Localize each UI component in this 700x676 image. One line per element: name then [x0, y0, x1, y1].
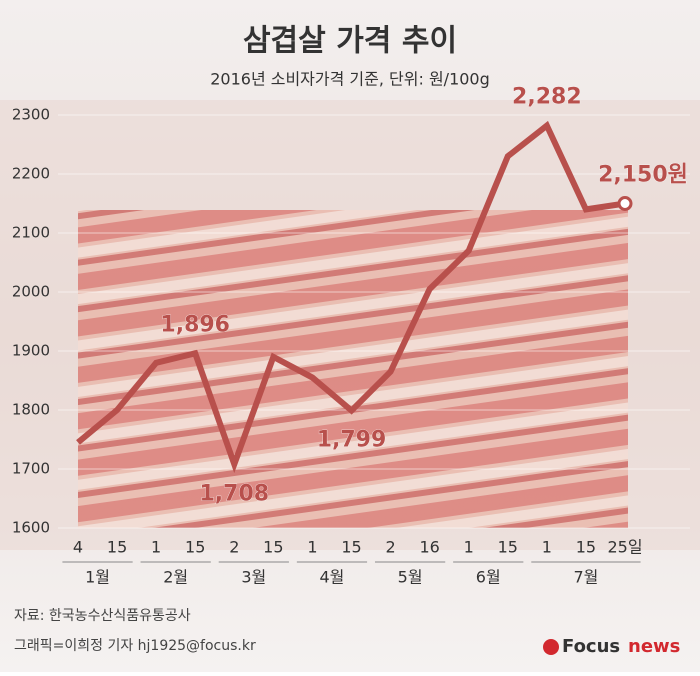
value-label: 2,282 — [512, 85, 582, 110]
month-label: 1월 — [85, 568, 110, 587]
y-tick-label: 2300 — [12, 106, 50, 124]
axis: 1600 1700 1800 1900 2000 2100 2200 2300 4 15 1 15 2 1… — [12, 106, 643, 587]
month-label: 6월 — [476, 568, 501, 587]
x-tick-label: 1 — [307, 538, 317, 557]
end-point — [617, 196, 633, 211]
month-label: 7월 — [573, 568, 598, 587]
plot: 1,896 1,708 1,799 2,282 2,150원 — [76, 84, 688, 507]
month-label: 2월 — [163, 568, 188, 587]
y-tick-label: 1800 — [12, 401, 50, 419]
chart-title: 삼겹살 가격 추이 — [243, 24, 457, 59]
source: 자료: 한국농수산식품유통공사 — [14, 608, 191, 624]
x-tick-label: 25일 — [607, 538, 642, 557]
grid — [58, 114, 690, 529]
x-tick-label: 1 — [542, 538, 552, 557]
value-label: 1,799 — [317, 428, 387, 453]
value-label: 1,896 — [160, 312, 230, 337]
series-line — [76, 120, 626, 474]
x-tick-label: 15 — [576, 538, 596, 557]
x-tick-label: 1 — [151, 538, 161, 557]
value-label: 1,708 — [199, 481, 269, 506]
logo-brand: Focus — [562, 636, 620, 657]
logo-icon — [543, 639, 559, 655]
month-label: 5월 — [398, 568, 423, 587]
y-tick-label: 2200 — [12, 165, 50, 183]
x-tick-label: 15 — [107, 538, 127, 557]
x-tick-label: 15 — [185, 538, 205, 557]
credit: 그래픽=이희정 기자 hj1925@focus.kr — [14, 638, 256, 654]
photo-meat — [78, 210, 628, 528]
x-tick-label: 4 — [73, 538, 83, 557]
logo-suffix: news — [628, 636, 680, 657]
x-tick-label: 15 — [498, 538, 518, 557]
x-tick-label: 15 — [341, 538, 361, 557]
y-tick-label: 1700 — [12, 460, 50, 478]
x-tick-label: 1 — [464, 538, 474, 557]
x-tick-label: 15 — [263, 538, 283, 557]
x-tick-label: 2 — [385, 538, 395, 557]
chart-subtitle: 2016년 소비자가격 기준, 단위: 원/100g — [210, 70, 490, 89]
y-tick-label: 1900 — [12, 342, 50, 360]
month-label: 3월 — [241, 568, 266, 587]
y-tick-label: 1600 — [12, 519, 50, 537]
value-label: 2,150원 — [598, 163, 688, 188]
y-tick-label: 2100 — [12, 224, 50, 242]
x-tick-label: 16 — [419, 538, 439, 557]
month-label: 4월 — [320, 568, 345, 587]
x-tick-label: 2 — [229, 538, 239, 557]
y-tick-label: 2000 — [12, 283, 50, 301]
